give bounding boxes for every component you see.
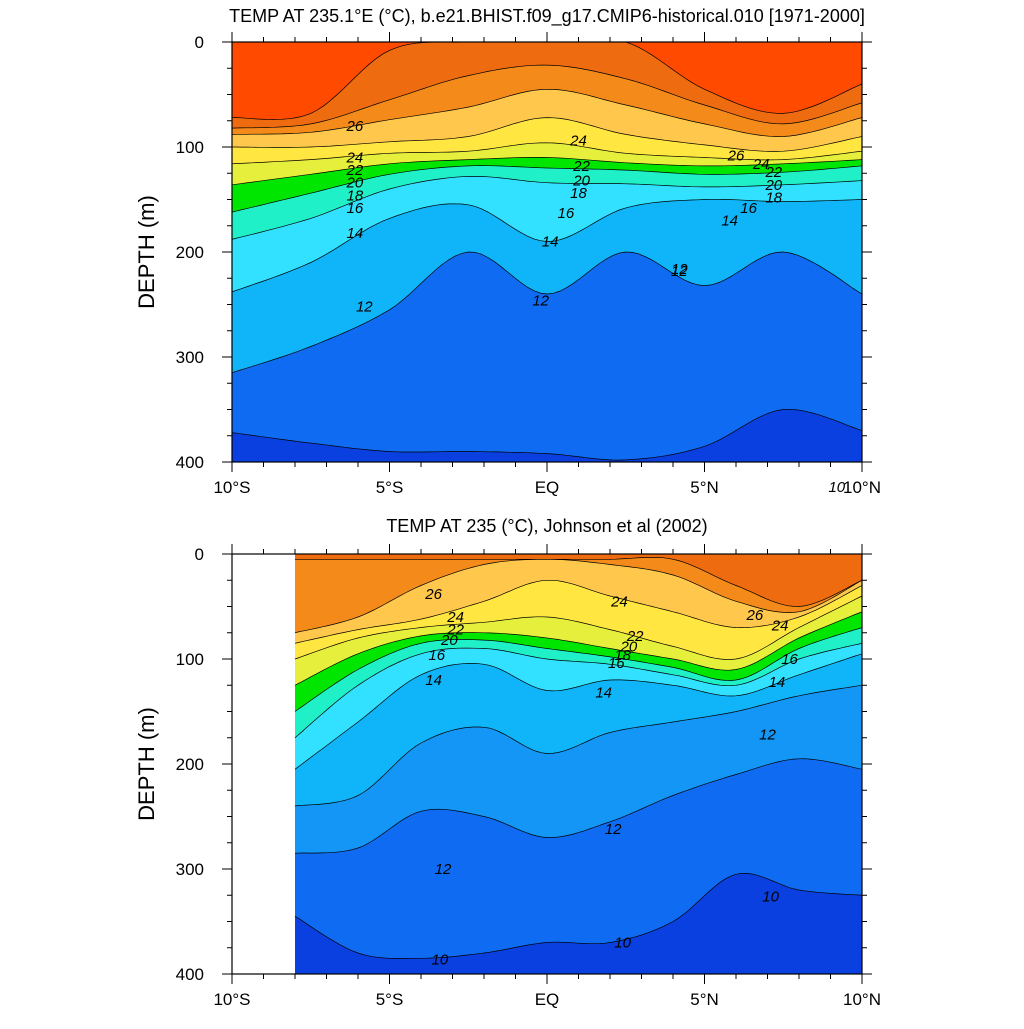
contour-label: 14 (347, 225, 364, 242)
contour-label: 20 (440, 632, 458, 649)
chart-title-top: TEMP AT 235.1°E (°C), b.e21.BHIST.f09_g1… (229, 6, 865, 27)
contour-line-14 (294, 653, 863, 770)
band-28 (232, 42, 862, 120)
contour-label: 18 (347, 187, 364, 204)
contour-label: 26 (424, 586, 442, 603)
panel-top: TEMP AT 235.1°E (°C), b.e21.BHIST.f09_g1… (134, 6, 881, 497)
contour-line-10 (231, 408, 863, 461)
y-tick-label: 200 (176, 755, 204, 774)
y-tick-label: 300 (176, 860, 204, 879)
band-27 (295, 554, 862, 607)
contour-label: 14 (425, 672, 442, 689)
y-axis-label-bottom: DEPTH (m) (134, 707, 159, 821)
contour-label: 14 (721, 213, 738, 230)
chart-title-bottom: TEMP AT 235 (°C), Johnson et al (2002) (386, 516, 707, 536)
contour-label: 18 (765, 189, 782, 206)
contour-line-11 (294, 758, 863, 854)
contour-label: 16 (347, 200, 364, 217)
contour-label: 14 (769, 674, 786, 691)
no-data-region (232, 554, 295, 974)
x-tick-label: 10°S (213, 990, 250, 1009)
y-tick-label: 0 (195, 545, 204, 564)
contour-line-27 (231, 64, 863, 129)
contour-label: 24 (346, 150, 364, 167)
contour-label: 20 (620, 638, 638, 655)
contour-label: 16 (428, 647, 445, 664)
x-tick-label: 10°N (843, 478, 881, 497)
contour-label: 12 (605, 821, 622, 838)
contour-label: 16 (740, 200, 757, 217)
contour-label: 24 (771, 617, 789, 634)
contour-line-12 (231, 251, 863, 374)
x-tick-label: EQ (535, 990, 560, 1009)
contour-label: 20 (346, 175, 364, 192)
contour-line-14 (231, 198, 863, 293)
contour-label: 10 (614, 935, 631, 952)
contour-label: 24 (752, 156, 770, 173)
y-axis-label-top: DEPTH (m) (134, 195, 159, 309)
contour-line-10 (294, 873, 863, 959)
x-tick-label: 5°S (376, 478, 404, 497)
contour-label: 12 (671, 263, 688, 280)
contour-line-16 (231, 175, 863, 240)
contour-label: 10 (828, 479, 845, 496)
contour-label: 26 (746, 607, 764, 624)
contour-label: 24 (446, 609, 464, 626)
contour-label: 26 (727, 147, 745, 164)
x-tick-label: 5°N (690, 990, 719, 1009)
contour-label: 12 (356, 299, 373, 316)
contour-line-18 (231, 165, 863, 213)
contour-label: 16 (608, 655, 625, 672)
y-tick-label: 400 (176, 453, 204, 472)
contour-line-18 (294, 627, 863, 712)
contour-line-16 (294, 642, 863, 739)
panel-bottom: TEMP AT 235 (°C), Johnson et al (2002) D… (134, 516, 881, 1009)
contour-line-12 (294, 684, 863, 807)
y-tick-label: 300 (176, 348, 204, 367)
contour-line-26 (294, 558, 863, 634)
contour-label: 26 (346, 118, 364, 135)
y-tick-label: 100 (176, 138, 204, 157)
contour-line-26 (231, 88, 863, 137)
contour-line-24 (294, 579, 863, 644)
contour-label: 22 (346, 162, 364, 179)
y-tick-label: 100 (176, 650, 204, 669)
contour-line-22 (231, 142, 863, 165)
contour-line-20 (231, 157, 863, 186)
contour-label: 22 (572, 158, 590, 175)
x-tick-label: 10°N (843, 990, 881, 1009)
contour-line-20 (294, 611, 863, 686)
contour-label: 10 (762, 888, 779, 905)
contour-line-27 (295, 556, 863, 607)
contour-label: 12 (435, 861, 452, 878)
y-tick-label: 0 (195, 33, 204, 52)
contour-label: 22 (446, 622, 464, 639)
contour-label: 12 (671, 261, 688, 278)
y-tick-label: 200 (176, 243, 204, 262)
contour-label: 20 (764, 177, 782, 194)
contour-label: 14 (542, 234, 559, 251)
x-tick-label: 5°N (690, 478, 719, 497)
contour-label: 14 (595, 685, 612, 702)
contour-label: 16 (558, 205, 575, 222)
contour-label: 10 (432, 951, 449, 968)
x-tick-label: 10°S (213, 478, 250, 497)
contour-label: 18 (570, 185, 587, 202)
contour-label: 12 (759, 727, 776, 744)
y-tick-label: 400 (176, 965, 204, 984)
contour-label: 18 (614, 647, 631, 664)
contour-label: 16 (781, 651, 798, 668)
contour-label: 12 (532, 292, 549, 309)
x-tick-label: EQ (535, 478, 560, 497)
contour-label: 24 (610, 593, 628, 610)
contour-label: 20 (572, 173, 590, 190)
contour-label: 22 (626, 628, 644, 645)
contour-label: 22 (764, 164, 782, 181)
contour-label: 24 (569, 133, 587, 150)
contour-line-22 (294, 595, 863, 660)
contour-line-24 (232, 117, 863, 152)
x-tick-label: 5°S (376, 990, 404, 1009)
